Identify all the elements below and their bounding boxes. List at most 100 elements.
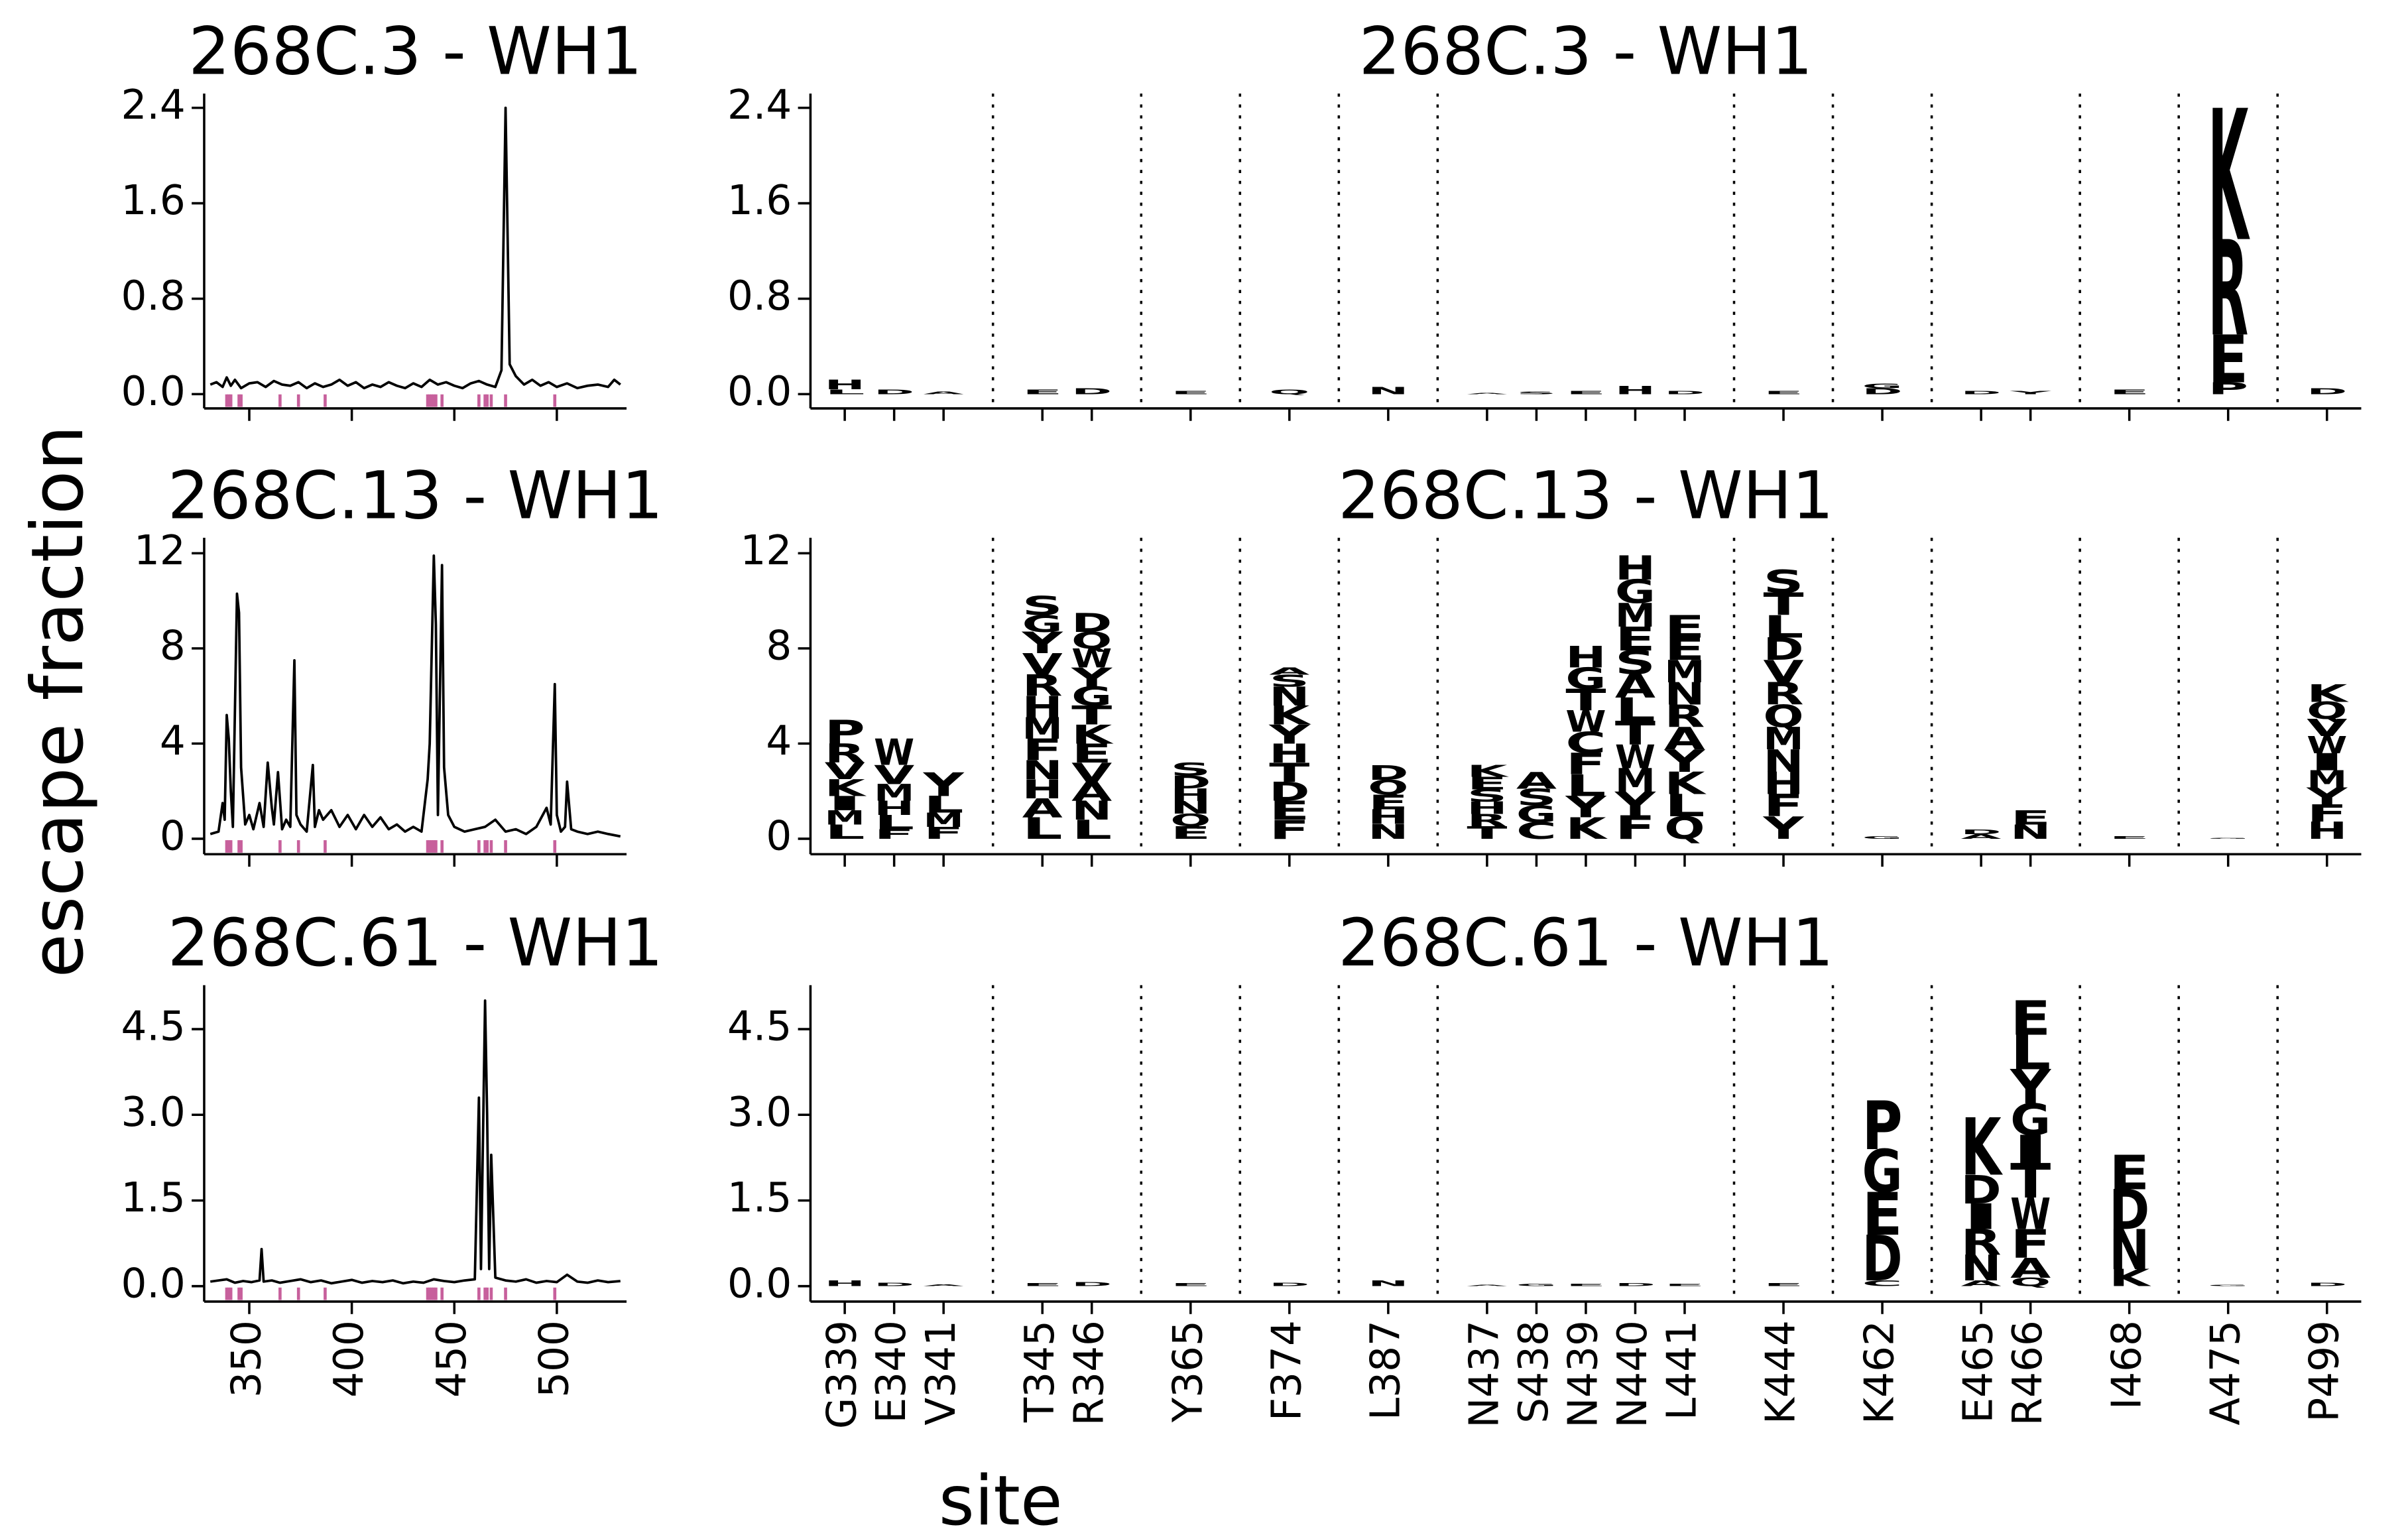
site-highlight [440,1287,444,1300]
site-highlight [324,394,327,407]
logo-letter: K [2208,72,2250,281]
logo-letter: W [2307,731,2347,759]
logo-letter: F [1615,809,1656,847]
logo-letter: I [2307,749,2347,776]
logo-letter: H [1565,640,1606,674]
logo-letter: I [1961,1197,2002,1238]
logo-letter: A [1615,668,1656,706]
logo-letter: S [1763,564,1803,600]
logo-letter: R [1763,676,1803,712]
logo-letter: H [825,1279,865,1288]
logo-letter: A [924,1284,964,1286]
logo-letter: D [1961,1167,2002,1213]
logo-letter: F [2010,1221,2051,1267]
logo-letter: E [1664,609,1705,645]
logo-letter: W [1565,704,1606,739]
logo-letter: D [1368,761,1408,785]
logo-letter: D [1862,387,1903,396]
logo-letter: D [1071,387,1112,396]
x-tick-label: 500 [530,1320,577,1398]
logo-letter: E [1071,739,1112,769]
logo-letter: S [1516,391,1557,395]
site-highlight [477,1287,481,1300]
y-tick-label: 1.6 [727,177,792,224]
site-highlight [227,1287,231,1300]
y-tick-label: 8 [766,622,792,669]
logo-letter: Q [1269,388,1309,395]
y-tick-label: 4 [160,717,186,765]
line [210,106,621,390]
logo-letter: D [1615,1282,1656,1287]
logo-letter: L [825,388,865,395]
logo-letter: Q [2010,1275,2051,1289]
x-tick-label: N437 [1461,1320,1508,1428]
logo-letter: R [825,739,865,769]
x-tick-label: E340 [868,1320,915,1423]
logo-letter: D [1763,631,1803,667]
site-highlight [553,394,557,407]
logo-letter: M [1615,762,1656,800]
site-highlight [432,840,436,853]
logo-letter: E [1664,1283,1705,1286]
logo-letter: S [1022,591,1063,621]
logo-letter: K [1664,766,1707,802]
site-highlight [278,840,282,853]
logo-letter: E [1565,1283,1606,1286]
site-highlight [426,1287,430,1300]
logo-letter: E [1615,621,1656,658]
logo-letter: E [2010,806,2051,830]
logo-letter: E [1763,390,1803,396]
x-tick-label: Y365 [1164,1320,1211,1423]
logo-letter: K [1565,812,1608,846]
x-tick-label: R346 [1065,1320,1113,1426]
site-highlight [237,1287,241,1300]
site-highlight [434,1287,438,1300]
site-highlight [225,394,229,407]
logo-letter: L [924,791,964,818]
logo-letter: A [924,391,964,395]
site-highlight [428,394,432,407]
logo-letter: N [1071,796,1112,826]
logo-letter: R [1022,669,1063,704]
x-tick-label: 450 [428,1320,475,1398]
logo-letter: V [1763,654,1803,690]
logo-letter: C [1516,818,1557,844]
logo-letter: Q [1664,810,1705,846]
x-tick-label: N440 [1609,1320,1656,1428]
logo-letter: Y [2306,782,2348,810]
site-highlight [483,394,487,407]
logo-letter: M [825,806,865,830]
y-tick-label: 3.0 [727,1089,792,1136]
logo-letter: K [2307,679,2349,707]
logo-letter: S [1615,644,1656,682]
x-tick-label: A475 [2202,1320,2249,1425]
logo-letter: L [2010,1026,2051,1080]
logo-letter: H [1368,805,1408,829]
site-highlight [296,1287,300,1300]
logo-letter: R [1467,811,1507,831]
logo-letter: L [1071,814,1112,845]
logo-letter: G [2208,1285,2248,1287]
logo-letter: M [924,809,964,832]
logo-letter: Y [2010,1060,2051,1114]
y-tick-label: 0.0 [727,1260,792,1307]
site-highlight [227,394,231,407]
logo-letter: K [1071,719,1114,750]
logo-letter: R [2208,214,2248,366]
logo-letter: G [1516,1283,1557,1286]
y-tick-label: 0 [160,813,186,860]
logo-letter: E [1170,1282,1211,1287]
site-highlight [477,840,481,853]
x-axis-label: site [939,1461,1063,1539]
logo-letter: Q [2307,697,2347,724]
logo-letter: E [1862,1180,1903,1249]
logo-letter: K [825,774,867,801]
logo-letter: D [874,388,914,395]
logo-letter: N [1368,820,1408,844]
logo-letter: I [825,792,865,815]
logo-letter: L [1763,609,1803,645]
logo-letter: Y [1071,662,1113,693]
logo-letter: A [1071,776,1112,807]
logo-letter: V [1071,757,1112,788]
